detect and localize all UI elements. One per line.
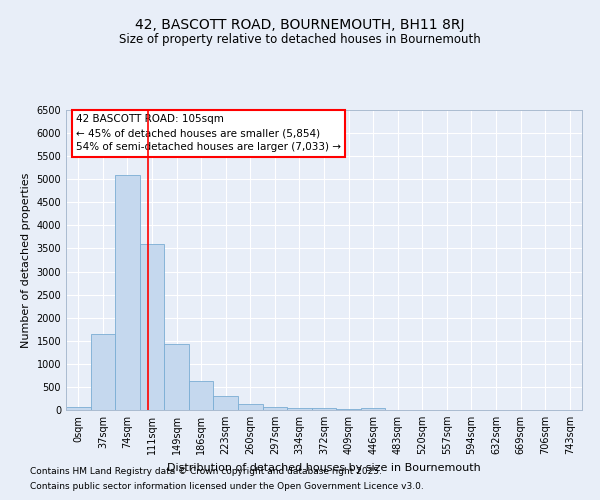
Bar <box>66 408 91 410</box>
Bar <box>214 396 238 410</box>
Bar <box>91 334 115 410</box>
Text: 42 BASCOTT ROAD: 105sqm
← 45% of detached houses are smaller (5,854)
54% of semi: 42 BASCOTT ROAD: 105sqm ← 45% of detache… <box>76 114 341 152</box>
Y-axis label: Number of detached properties: Number of detached properties <box>21 172 31 348</box>
Bar <box>263 406 287 410</box>
Bar <box>361 408 385 410</box>
Bar <box>238 404 263 410</box>
Bar <box>164 344 189 410</box>
Bar <box>287 408 312 410</box>
Bar <box>140 244 164 410</box>
Bar <box>189 382 214 410</box>
X-axis label: Distribution of detached houses by size in Bournemouth: Distribution of detached houses by size … <box>167 462 481 472</box>
Bar <box>115 174 140 410</box>
Bar <box>336 409 361 410</box>
Text: Contains HM Land Registry data © Crown copyright and database right 2025.: Contains HM Land Registry data © Crown c… <box>30 467 382 476</box>
Text: Contains public sector information licensed under the Open Government Licence v3: Contains public sector information licen… <box>30 482 424 491</box>
Bar <box>312 408 336 410</box>
Text: Size of property relative to detached houses in Bournemouth: Size of property relative to detached ho… <box>119 32 481 46</box>
Text: 42, BASCOTT ROAD, BOURNEMOUTH, BH11 8RJ: 42, BASCOTT ROAD, BOURNEMOUTH, BH11 8RJ <box>135 18 465 32</box>
